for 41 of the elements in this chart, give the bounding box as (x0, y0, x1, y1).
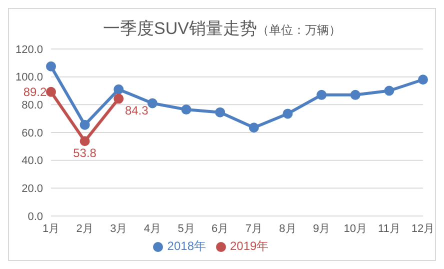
y-tick-label: 20.0 (22, 183, 43, 196)
legend-label: 2019年 (230, 239, 269, 253)
x-tick-label: 10月 (344, 222, 367, 235)
point (114, 94, 124, 104)
point (215, 107, 226, 118)
point (350, 90, 360, 100)
point (282, 108, 293, 119)
y-tick-label: 40.0 (22, 155, 43, 168)
x-tick-label: 5月 (178, 222, 195, 235)
point (248, 122, 259, 133)
point (114, 84, 124, 94)
x-tick-label: 12月 (411, 222, 435, 235)
x-tick-label: 8月 (279, 222, 296, 235)
x-tick-label: 4月 (144, 222, 162, 235)
point (147, 98, 158, 108)
data-label: 53.8 (73, 146, 97, 160)
x-tick-label: 11月 (378, 222, 400, 235)
chart-title: 一季度SUV销量走势 (103, 19, 257, 38)
point (181, 104, 192, 115)
point (46, 61, 56, 72)
point (46, 86, 56, 97)
point (316, 90, 327, 100)
x-tick-label: 1月 (42, 222, 60, 235)
x-tick-label: 7月 (245, 222, 262, 235)
data-label: 89.2 (23, 84, 47, 99)
point (384, 86, 394, 96)
y-tick-label: 60.0 (22, 127, 43, 140)
x-tick-label: 3月 (110, 222, 128, 235)
y-tick-label: 100.0 (15, 72, 43, 84)
point (418, 74, 428, 85)
point (80, 136, 90, 146)
x-tick-label: 9月 (312, 222, 330, 235)
x-tick-label: 6月 (212, 222, 229, 235)
point (80, 120, 90, 130)
chart-subtitle: （单位：万辆） (256, 23, 341, 37)
x-tick-label: 2月 (76, 222, 94, 235)
data-label: 84.3 (124, 104, 149, 118)
y-tick-label: 80.0 (22, 100, 43, 112)
y-tick-label: 120.0 (15, 44, 43, 56)
y-tick-label: 0.0 (28, 210, 43, 223)
legend-label: 2018年 (167, 239, 206, 253)
